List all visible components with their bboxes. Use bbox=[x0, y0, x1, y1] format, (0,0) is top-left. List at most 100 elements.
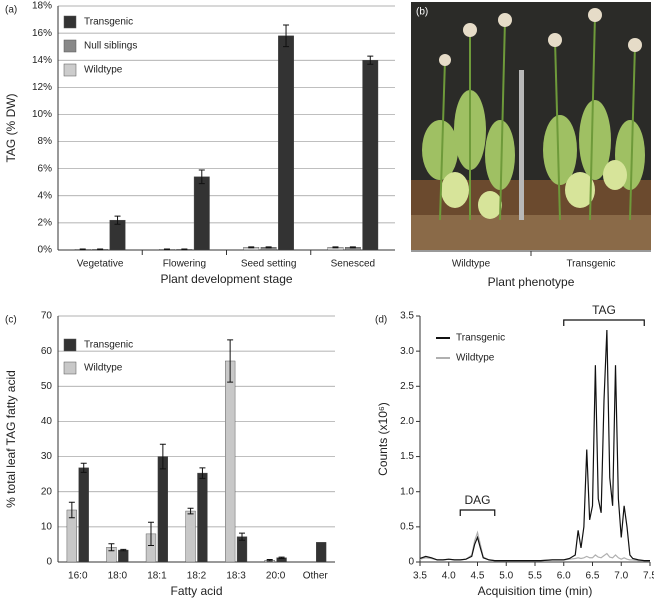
error-bar bbox=[108, 543, 115, 552]
error-bar bbox=[181, 248, 188, 251]
bracket bbox=[459, 509, 496, 516]
error-bar bbox=[227, 339, 234, 383]
y-tick-label: 6% bbox=[38, 163, 53, 174]
x-tick-label: 5.0 bbox=[499, 571, 513, 582]
y-tick-label: 10 bbox=[41, 521, 53, 532]
bar bbox=[118, 549, 129, 563]
x-tick-label: 6.5 bbox=[586, 571, 600, 582]
y-tick-label: 0 bbox=[46, 557, 52, 568]
bar bbox=[185, 510, 196, 563]
error-bar bbox=[147, 521, 154, 546]
legend-swatch bbox=[63, 15, 77, 29]
y-tick-label: 3.0 bbox=[400, 346, 414, 357]
error-bar bbox=[265, 246, 272, 249]
y-tick-label: 10% bbox=[32, 109, 52, 120]
y-tick-label: 14% bbox=[32, 55, 52, 66]
panel-label: (d) bbox=[375, 315, 387, 326]
x-tick-label: 18:1 bbox=[147, 571, 167, 582]
bar bbox=[278, 35, 294, 251]
x-tick-label: Other bbox=[303, 571, 329, 582]
error-bar bbox=[97, 248, 104, 251]
x-axis-label: Acquisition time (min) bbox=[478, 584, 593, 598]
y-tick-label: 70 bbox=[41, 311, 53, 322]
bar bbox=[197, 472, 208, 563]
legend-swatch bbox=[63, 39, 77, 53]
x-tick-label: 16:0 bbox=[68, 571, 88, 582]
y-tick-label: 2% bbox=[38, 218, 53, 229]
error-bar bbox=[349, 246, 356, 249]
x-tick-label: 18:3 bbox=[226, 571, 246, 582]
bar bbox=[157, 456, 169, 563]
annotation: DAG bbox=[464, 493, 490, 507]
y-axis-label: TAG (% DW) bbox=[4, 93, 18, 162]
legend-label: Wildtype bbox=[456, 353, 495, 364]
x-tick-label: 18:2 bbox=[187, 571, 207, 582]
x-tick-label: Flowering bbox=[163, 259, 206, 270]
legend-label: Transgenic bbox=[456, 333, 505, 344]
error-bar bbox=[283, 24, 290, 48]
y-tick-label: 12% bbox=[32, 82, 52, 93]
x-axis-label: Plant development stage bbox=[160, 272, 292, 286]
x-tick-label: Senesced bbox=[331, 259, 375, 270]
y-tick-label: 30 bbox=[41, 451, 53, 462]
panel-label: (a) bbox=[5, 5, 17, 16]
error-bar bbox=[187, 507, 194, 515]
y-tick-label: 20 bbox=[41, 486, 53, 497]
x-axis-label: Fatty acid bbox=[170, 584, 222, 598]
error-bar bbox=[79, 248, 86, 251]
x-tick-label: 5.5 bbox=[528, 571, 542, 582]
y-tick-label: 0% bbox=[38, 245, 53, 256]
error-bar bbox=[266, 559, 273, 562]
legend-swatch bbox=[63, 63, 77, 77]
y-tick-label: 40 bbox=[41, 416, 53, 427]
x-tick-label: 20:0 bbox=[266, 571, 286, 582]
y-tick-label: 60 bbox=[41, 346, 53, 357]
line-series bbox=[419, 330, 650, 562]
panel-label: (c) bbox=[5, 315, 17, 326]
y-axis-label: Counts (x10⁶) bbox=[376, 402, 390, 476]
x-tick-label: 4.5 bbox=[471, 571, 485, 582]
bar bbox=[78, 467, 89, 563]
error-bar bbox=[198, 169, 205, 185]
y-tick-label: 18% bbox=[32, 1, 52, 12]
photo bbox=[411, 2, 651, 250]
y-tick-label: 50 bbox=[41, 381, 53, 392]
error-bar bbox=[278, 556, 285, 559]
bar bbox=[224, 360, 236, 563]
error-bar bbox=[332, 246, 339, 249]
x-tick-label: Vegetative bbox=[77, 259, 124, 270]
error-bar bbox=[163, 248, 170, 251]
error-bar bbox=[120, 548, 127, 552]
panel-label: (b) bbox=[416, 7, 428, 18]
x-tick-label: 4.0 bbox=[442, 571, 456, 582]
y-tick-label: 8% bbox=[38, 136, 53, 147]
x-tick-label: 18:0 bbox=[108, 571, 128, 582]
legend-swatch bbox=[63, 361, 77, 375]
legend-label: Transgenic bbox=[84, 340, 133, 351]
y-tick-label: 2.5 bbox=[400, 381, 414, 392]
y-tick-label: 4% bbox=[38, 190, 53, 201]
y-tick-label: 1.0 bbox=[400, 486, 414, 497]
bar bbox=[362, 60, 379, 251]
legend-label: Transgenic bbox=[84, 17, 133, 28]
y-tick-label: 2.0 bbox=[400, 416, 414, 427]
bracket bbox=[563, 319, 645, 326]
error-bar bbox=[114, 215, 121, 225]
legend-swatch bbox=[63, 338, 77, 352]
y-tick-label: 0 bbox=[408, 557, 414, 568]
x-tick-label: 7.0 bbox=[614, 571, 628, 582]
y-tick-label: 16% bbox=[32, 28, 52, 39]
legend-label: Wildtype bbox=[84, 363, 123, 374]
error-bar bbox=[239, 532, 246, 541]
error-bar bbox=[367, 55, 374, 65]
error-bar bbox=[80, 462, 87, 473]
x-tick-label: 7.5 bbox=[643, 571, 654, 582]
error-bar bbox=[68, 501, 75, 519]
legend-label: Wildtype bbox=[84, 65, 123, 76]
bar bbox=[193, 176, 210, 251]
line-series bbox=[419, 530, 650, 562]
error-bar bbox=[159, 443, 166, 470]
x-tick-label: Seed setting bbox=[241, 259, 297, 270]
bar bbox=[316, 542, 327, 563]
x-axis-label: Plant phenotype bbox=[488, 275, 575, 289]
